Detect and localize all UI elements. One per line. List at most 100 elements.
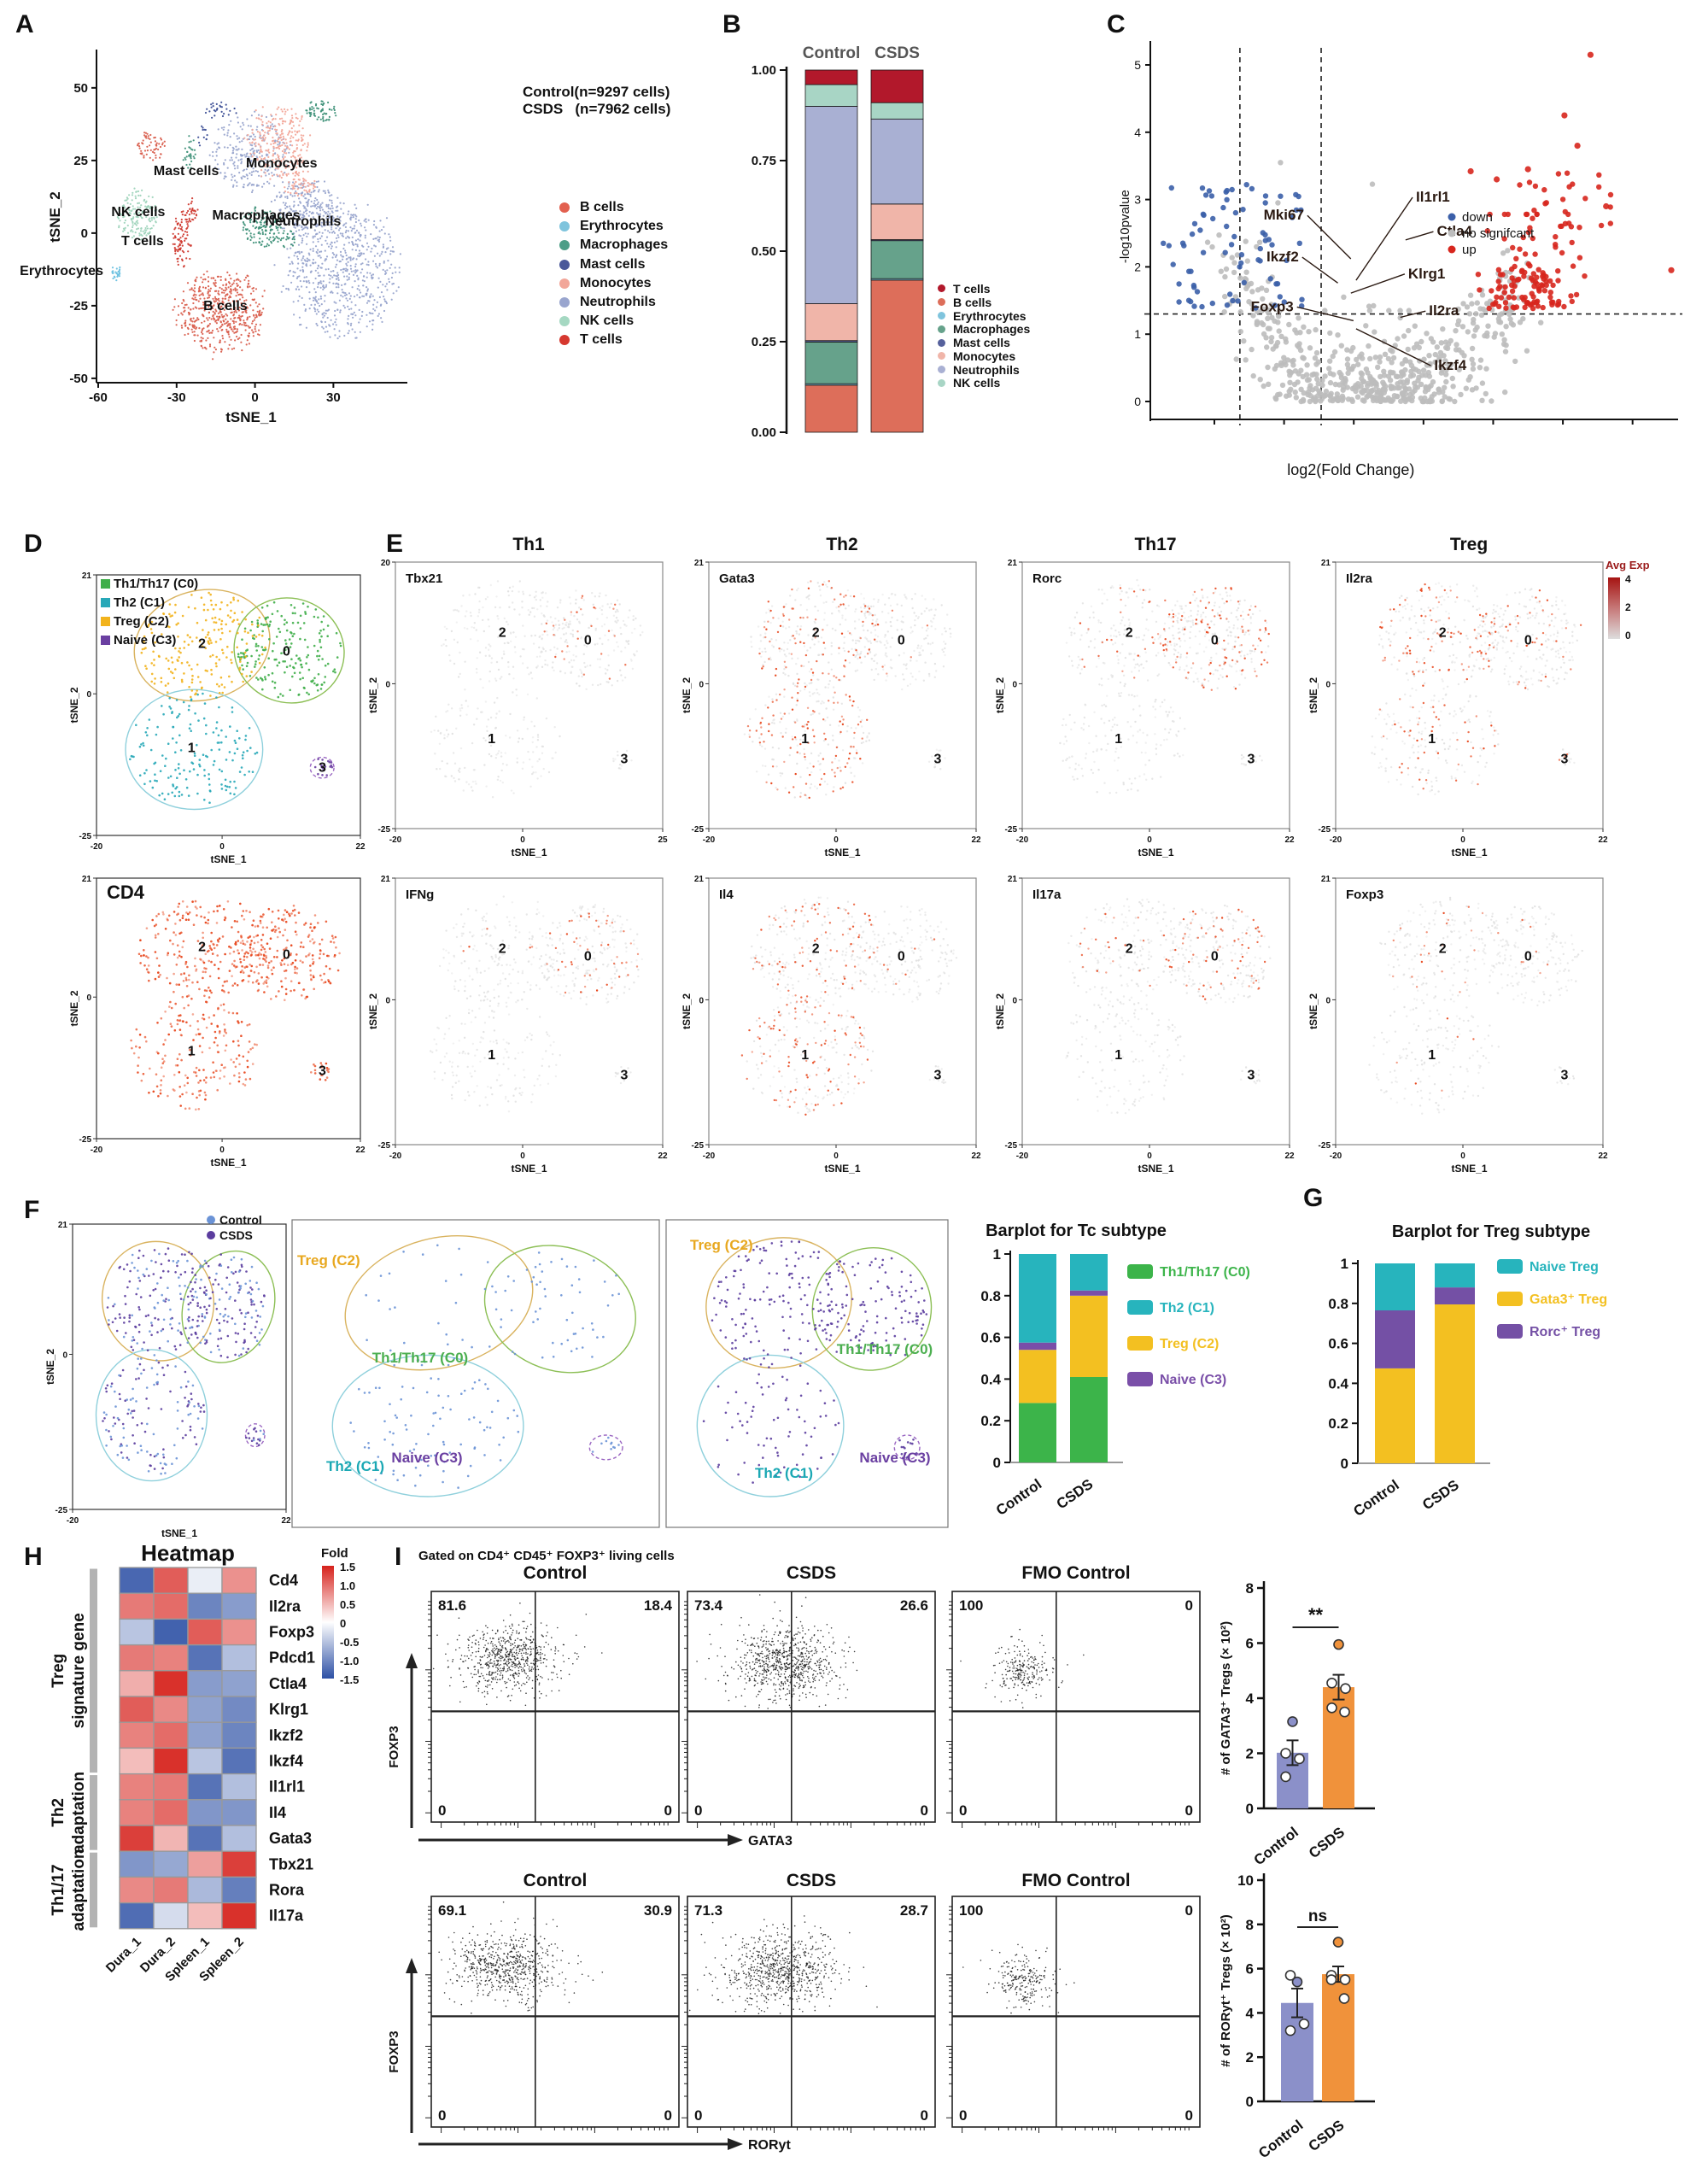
svg-text:22: 22	[355, 842, 366, 852]
svg-text:-25: -25	[79, 1135, 92, 1145]
svg-text:-25: -25	[69, 299, 88, 314]
tsne-points-C1	[102, 1361, 206, 1470]
heatmap-cell	[153, 1592, 189, 1620]
svg-text:Ikzf2: Ikzf2	[1266, 249, 1299, 265]
tsne-points-C0	[1520, 918, 1549, 975]
svg-text:Treg (C2): Treg (C2)	[114, 614, 169, 629]
svg-text:30: 30	[326, 390, 341, 405]
tsne-points-C0	[869, 938, 936, 985]
tsne-points-C3	[1553, 1066, 1576, 1086]
flow-xaxis-gata3: GATA3	[418, 1834, 793, 1849]
tsne-points-C3	[591, 1436, 620, 1453]
svg-text:Macrophages: Macrophages	[213, 208, 301, 223]
svg-text:-30: -30	[167, 390, 186, 405]
svg-text:T cells: T cells	[121, 234, 164, 249]
heatmap-cell	[187, 1670, 223, 1697]
panel-h-label: H	[24, 1543, 43, 1571]
tsne-points-C1	[430, 686, 561, 799]
tsne-points-C3	[1558, 753, 1569, 761]
heatmap-cell	[153, 1799, 189, 1826]
panel-f-label: F	[24, 1196, 40, 1224]
svg-text:CSDS: CSDS	[874, 44, 920, 62]
bar-segment	[1435, 1263, 1475, 1288]
celltype-points-monocytes	[243, 106, 317, 197]
heatmap-cell	[221, 1747, 257, 1775]
tsne-points-C0	[1162, 587, 1270, 691]
tsne-points-C3	[245, 1427, 261, 1446]
tsne-points-C0	[850, 905, 958, 1003]
heatmap-cell	[119, 1592, 155, 1620]
tsne-points-C1	[102, 1354, 204, 1475]
svg-text:3: 3	[319, 760, 326, 775]
flow-title-csds-1: CSDS	[786, 1563, 837, 1583]
svg-text:2: 2	[198, 636, 206, 651]
flow-quadrant-plot: 81.6 18.40 0	[425, 1591, 680, 1828]
heatmap-cell	[119, 1799, 155, 1826]
celltype-points-macrophages	[182, 100, 337, 249]
heatmap-cell	[187, 1721, 223, 1749]
tsne-points-C3	[614, 1066, 632, 1085]
data-point	[1284, 1970, 1296, 1981]
svg-text:-60: -60	[89, 390, 108, 405]
tsne-points-C2	[1379, 896, 1509, 1005]
heatmap-cell	[187, 1696, 223, 1723]
bar-csds	[1322, 1974, 1354, 2101]
heatmap-cell	[153, 1644, 189, 1672]
heatmap-cell	[119, 1721, 155, 1749]
flow-title-fmo-1: FMO Control	[1021, 1563, 1131, 1583]
tsne-points-C0	[1478, 589, 1582, 689]
flow-xaxis-roryt: RORyt	[418, 2138, 791, 2153]
panel-d-cluster-tsne: 21 0 -25-20 0 22 tSNE_1 tSNE_2 0 1 2 3 Th1/Th17 (C0…	[68, 571, 366, 865]
celltype-points-nk-cells	[116, 187, 158, 245]
tsne-points-C3	[1240, 753, 1263, 766]
heatmap-cell	[187, 1747, 223, 1775]
svg-text:0: 0	[219, 842, 225, 852]
svg-text:Control: Control	[803, 44, 861, 62]
flow-plot-csds-roryt: 71.3 28.70 0	[681, 1896, 936, 2133]
svg-text:22: 22	[355, 1146, 366, 1155]
flow-plot-fmo-gata3: 100 00 0	[946, 1591, 1201, 1828]
flow-title-csds-2: CSDS	[786, 1871, 837, 1890]
tsne-points-C0	[546, 912, 640, 994]
data-point	[1333, 1638, 1344, 1650]
svg-text:-log10pvalue: -log10pvalue	[1118, 190, 1132, 263]
heatmap-cell	[221, 1592, 257, 1620]
stacked-barplot: Barplot for Treg subtype10.80.60.40.20Co…	[1328, 1222, 1607, 1520]
heatmap-cell	[119, 1850, 155, 1878]
svg-text:B cells: B cells	[203, 299, 248, 314]
bar-segment	[1375, 1310, 1415, 1368]
svg-text:no signifcant: no signifcant	[1462, 226, 1535, 241]
data-point	[1291, 1976, 1303, 1988]
svg-text:tSNE_2: tSNE_2	[47, 191, 63, 243]
flow-yaxis-foxp3-1: FOXP3	[387, 1653, 418, 1828]
flow-x-axis-arrow: RORyt	[418, 2138, 791, 2153]
svg-text:Th2 (C1): Th2 (C1)	[114, 595, 165, 610]
tsne-points-C2	[1079, 587, 1184, 679]
tsne-points-C0	[874, 609, 929, 675]
tsne-points-C3	[252, 1429, 266, 1442]
flow-quadrant-plot: 100 00 0	[946, 1591, 1201, 1828]
panel-e-title-th17: Th17	[1134, 535, 1177, 554]
tsne-points-C1	[1378, 698, 1496, 790]
tsne-points-C1	[746, 682, 869, 800]
heatmap-cell	[119, 1825, 155, 1852]
data-point	[1284, 2025, 1296, 2036]
heatmap-cell	[153, 1696, 189, 1723]
legend-item-nk-cells: NK cells	[938, 376, 1030, 390]
tsne-points-C3	[928, 1065, 947, 1084]
legend-item-b-cells: B cells	[938, 296, 1030, 309]
tsne-points-C1	[1368, 1000, 1500, 1115]
tsne-points-C3	[927, 748, 946, 771]
heatmap-cell	[187, 1567, 223, 1594]
tsne-points-C2	[1068, 898, 1194, 1005]
bar-segment-t-cells	[804, 69, 858, 85]
bar-segment-t-cells	[870, 69, 924, 103]
legend-item-t-cells: T cells	[559, 331, 668, 349]
